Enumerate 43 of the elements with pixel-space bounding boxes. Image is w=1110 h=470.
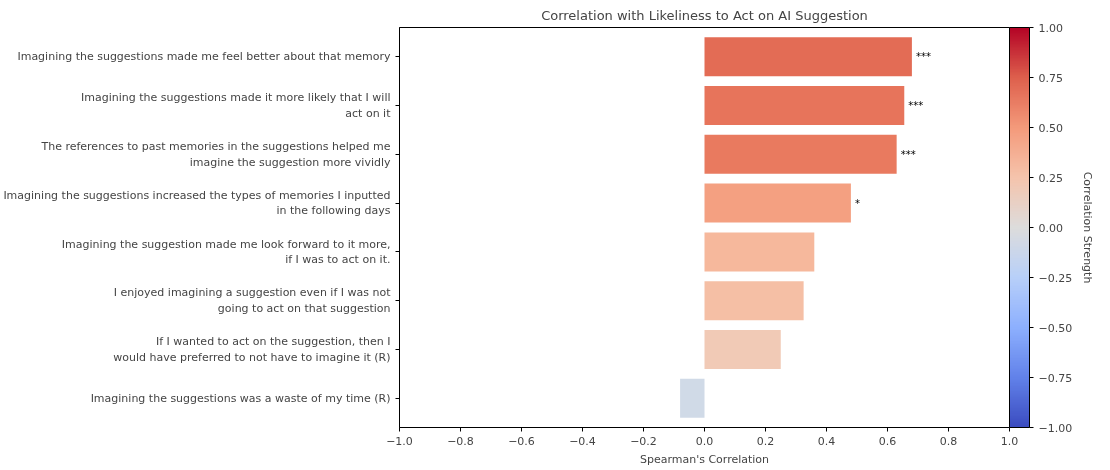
annotation: *: [854, 197, 860, 209]
x-tick-label: 0.0: [695, 434, 714, 448]
bar: [704, 37, 912, 77]
color-bar-label: −1.00: [1038, 421, 1073, 435]
color-bar-label: −0.25: [1038, 271, 1073, 285]
bar: [704, 183, 851, 223]
x-tick-label: 0.2: [756, 434, 775, 448]
bar: [704, 281, 804, 321]
bar: [704, 134, 897, 174]
x-tick-label: 1.0: [1000, 434, 1019, 448]
color-bar-label: 0.50: [1038, 121, 1063, 135]
y-tick-label: Imagining the suggestions made it more likely that I will act on it: [81, 91, 392, 120]
x-tick-label: 0.4: [817, 434, 836, 448]
y-tick-label: Imagining the suggestions was a waste of my time (R): [90, 391, 391, 405]
y-tick-label: Imagining the suggestions made me feel better about that memory: [17, 50, 391, 64]
x-tick-label: −0.4: [569, 434, 596, 448]
x-tick-label: −0.8: [447, 434, 474, 448]
y-tick-label: Imagining the suggestions increased the types of memories I inputted in the following days: [3, 188, 391, 218]
x-tick-label: 0.6: [878, 434, 897, 448]
color-bar-label: 0.75: [1038, 71, 1063, 85]
annotation: ***: [915, 51, 931, 63]
y-tick-label: If I wanted to act on the suggestion, then I would have preferred to not have to imagine it (R): [113, 335, 391, 364]
bar: [680, 378, 705, 418]
bar: [704, 86, 905, 126]
color-bar-label: 0.00: [1038, 221, 1063, 235]
x-axis-title: Spearman's Correlation: [639, 452, 770, 466]
x-tick-label: −1.0: [386, 434, 413, 448]
y-tick-label: The references to past memories in the suggestions helped me imagine the suggestion more vividly: [40, 140, 391, 169]
x-tick-label: −0.6: [508, 434, 535, 448]
color-bar-label: −0.75: [1038, 371, 1073, 385]
color-bar-label: −0.50: [1038, 321, 1073, 335]
bar: [704, 232, 815, 272]
annotation: ***: [908, 100, 924, 112]
chart-title: Correlation with Likeliness to Act on AI Suggestion: [541, 7, 868, 23]
x-tick-label: −0.2: [630, 434, 657, 448]
color-bar-title: Correlation Strength: [1080, 171, 1094, 284]
y-tick-label: Imagining the suggestion made me look forward to it more, if I was to act on it.: [61, 237, 391, 267]
bar: [704, 329, 781, 369]
color-bar-label: 1.00: [1038, 21, 1063, 35]
color-bar-label: 0.25: [1038, 171, 1063, 185]
annotation: ***: [900, 148, 916, 160]
x-tick-label: 0.8: [939, 434, 958, 448]
y-tick-label: I enjoyed imagining a suggestion even if I was not going to act on that suggestion: [113, 286, 392, 315]
